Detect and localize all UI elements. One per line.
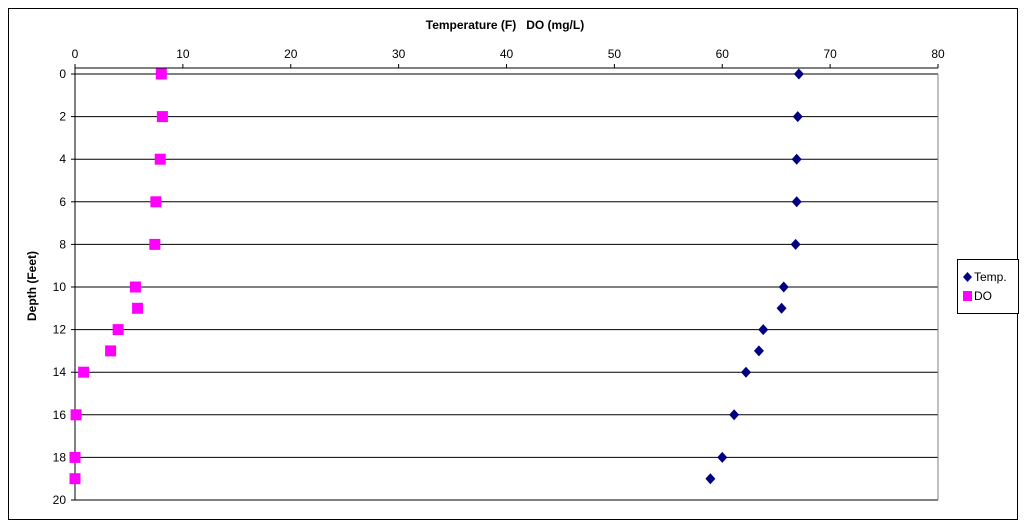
axis-layer	[71, 64, 939, 501]
do-point-5	[129, 281, 141, 293]
chart-frame	[8, 8, 1018, 520]
legend: Temp. DO	[957, 259, 1019, 314]
temp-point-9	[740, 366, 751, 378]
temp-point-7	[758, 324, 769, 336]
legend-marker-square	[962, 290, 973, 302]
y-tick-label-3: 6	[59, 195, 66, 209]
tick-labels: 0 10 20 30 40 50 60 70 80 0 2 4 6 8 10 12 14 16 18 20	[53, 47, 945, 507]
do-point-8	[105, 345, 117, 357]
y-tick-label-8: 16	[53, 408, 67, 422]
do-point-10	[70, 409, 82, 421]
y-tick-label-6: 12	[53, 323, 67, 337]
do-point-0	[155, 68, 167, 80]
temp-point-5	[778, 281, 789, 293]
y-tick-label-10: 20	[53, 493, 67, 507]
x-tick-label-3: 30	[392, 47, 406, 61]
y-tick-label-4: 8	[59, 237, 66, 251]
temp-point-0	[793, 68, 804, 80]
legend-item-do: DO	[962, 287, 992, 305]
do-point-3	[150, 196, 162, 208]
legend-label-temp: Temp.	[974, 270, 1007, 284]
do-point-4	[149, 238, 161, 250]
temp-point-11	[717, 451, 728, 463]
temp-point-2	[791, 153, 802, 165]
grid-layer	[75, 73, 939, 501]
do-point-12	[69, 473, 81, 485]
temp-point-3	[791, 196, 802, 208]
y-tick-label-9: 18	[53, 450, 67, 464]
x-tick-label-8: 80	[931, 47, 945, 61]
do-point-9	[78, 366, 90, 378]
temp-point-10	[729, 409, 740, 421]
y-tick-label-1: 2	[59, 110, 66, 124]
legend-label-do: DO	[974, 289, 992, 303]
do-point-1	[156, 111, 168, 123]
data-points	[69, 68, 804, 485]
temp-point-4	[790, 238, 801, 250]
x-tick-label-0: 0	[72, 47, 79, 61]
y-tick-label-0: 0	[59, 67, 66, 81]
temp-point-12	[705, 473, 716, 485]
x-tick-label-6: 60	[716, 47, 730, 61]
do-point-7	[112, 324, 124, 336]
temp-point-1	[792, 111, 803, 123]
x-tick-label-7: 70	[823, 47, 837, 61]
chart-title: Temperature (F) DO (mg/L)	[426, 18, 584, 32]
do-point-11	[69, 451, 81, 463]
do-point-6	[132, 302, 144, 314]
temp-point-8	[753, 345, 764, 357]
x-tick-label-5: 50	[608, 47, 622, 61]
y-axis-title: Depth (Feet)	[25, 251, 39, 321]
x-tick-label-2: 20	[284, 47, 298, 61]
y-tick-label-5: 10	[53, 280, 67, 294]
y-tick-label-7: 14	[53, 365, 67, 379]
legend-marker-diamond	[962, 271, 973, 283]
x-tick-label-4: 40	[500, 47, 514, 61]
x-tick-label-1: 10	[176, 47, 190, 61]
y-tick-label-2: 4	[59, 152, 66, 166]
temp-point-6	[776, 302, 787, 314]
do-point-2	[154, 153, 166, 165]
legend-item-temp: Temp.	[962, 268, 1007, 286]
